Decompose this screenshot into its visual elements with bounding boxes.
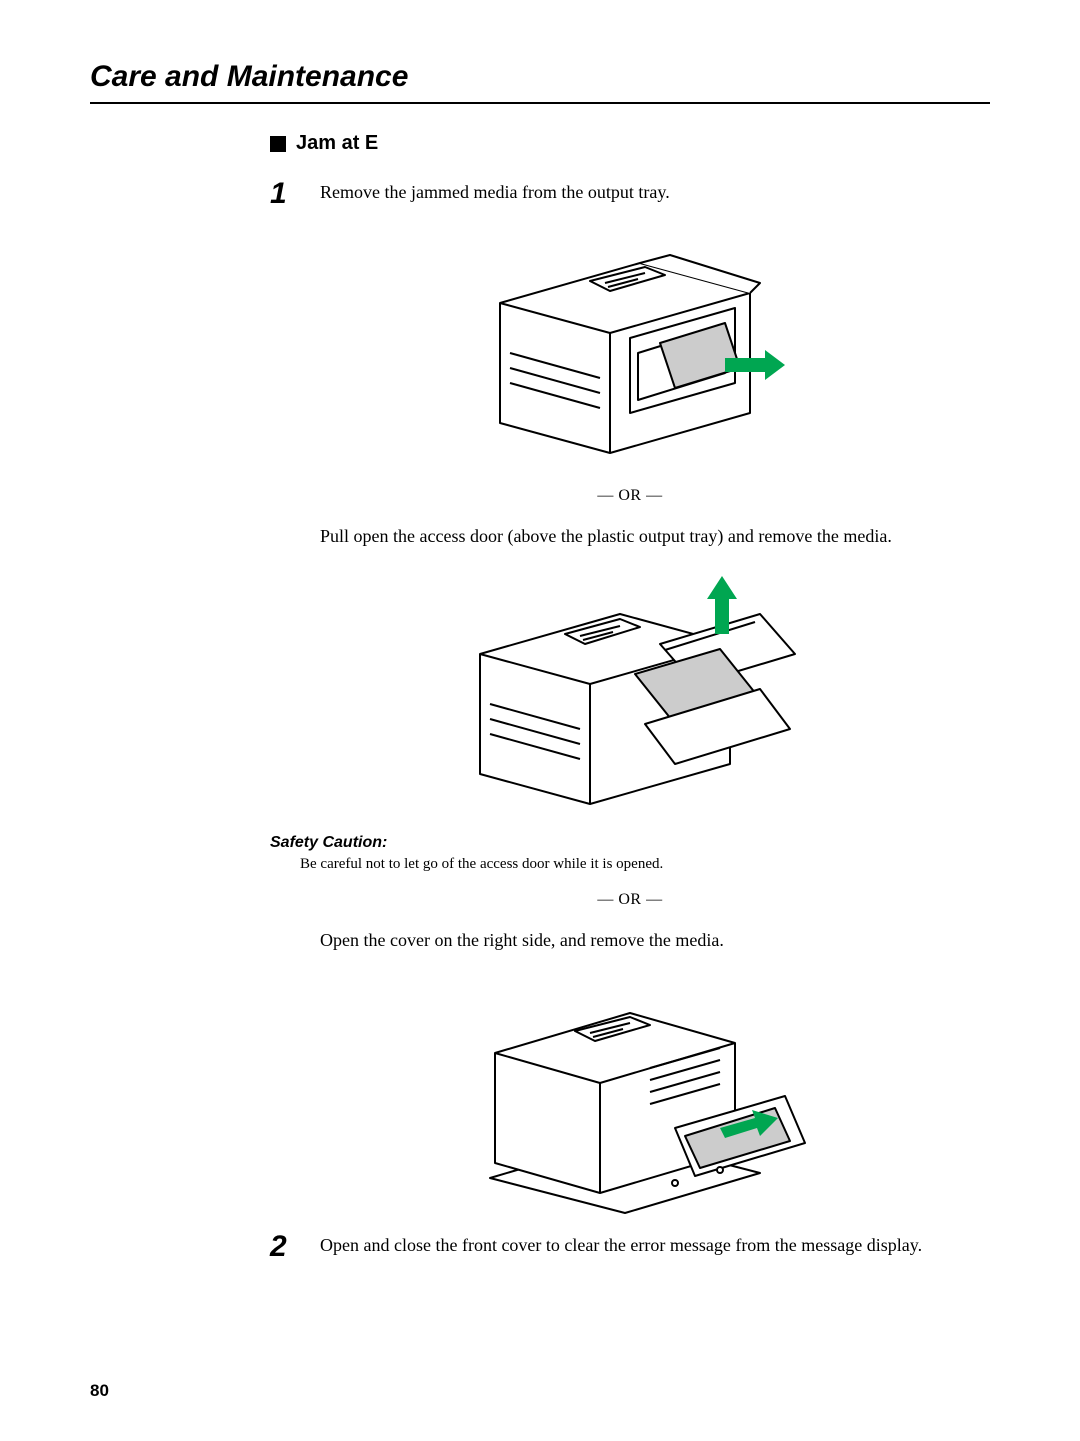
step-number: 2	[270, 1232, 300, 1262]
safety-caution-label: Safety Caution:	[270, 834, 990, 852]
or-divider-2: — OR —	[270, 891, 990, 909]
illustration-output-tray	[470, 223, 790, 473]
page-number: 80	[90, 1381, 109, 1401]
square-bullet-icon	[270, 136, 286, 152]
step-1: 1 Remove the jammed media from the outpu…	[270, 179, 990, 209]
or-divider-1: — OR —	[270, 487, 990, 505]
safety-caution-text: Be careful not to let go of the access d…	[300, 856, 990, 873]
illustration-right-cover	[450, 968, 810, 1218]
page-title: Care and Maintenance	[90, 60, 990, 104]
step-1-text-b: Pull open the access door (above the pla…	[320, 523, 990, 550]
step-1-text-a: Remove the jammed media from the output …	[320, 179, 990, 209]
section-heading: Jam at E	[270, 132, 990, 155]
step-2: 2 Open and close the front cover to clea…	[270, 1232, 990, 1262]
step-2-text: Open and close the front cover to clear …	[320, 1232, 990, 1262]
section-heading-text: Jam at E	[296, 132, 378, 155]
step-number: 1	[270, 179, 300, 209]
content-area: Jam at E 1 Remove the jammed media from …	[270, 132, 990, 1262]
step-1-text-c: Open the cover on the right side, and re…	[320, 927, 990, 954]
illustration-access-door	[460, 564, 800, 814]
